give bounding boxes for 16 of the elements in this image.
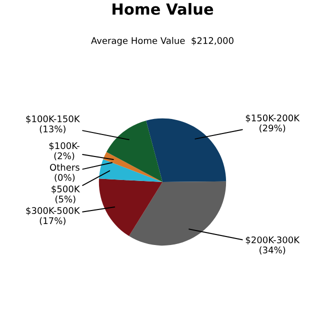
slice-label: $150K-200K (246, 114, 300, 123)
data-label: (34%) (260, 246, 286, 254)
legend-label: Others (50, 164, 80, 171)
data-label: (29%) (260, 124, 286, 132)
slice-label: $200K-300K (246, 236, 300, 244)
data-label: (2%) (54, 152, 74, 160)
slice-label: $300K-500K (26, 206, 80, 216)
slice-label: $100K-150K (26, 115, 80, 124)
data-label: (5%) (55, 195, 76, 204)
data-label: (17%) (40, 217, 66, 226)
chart-subtitle: Average Home Value $212,000 (91, 37, 234, 46)
slice-label: $100K- (49, 142, 80, 150)
chart-title: Home Value (112, 3, 214, 15)
data-label: (13%) (40, 125, 66, 134)
slice-label: $500K (52, 185, 80, 194)
text: (0%) (54, 174, 75, 182)
